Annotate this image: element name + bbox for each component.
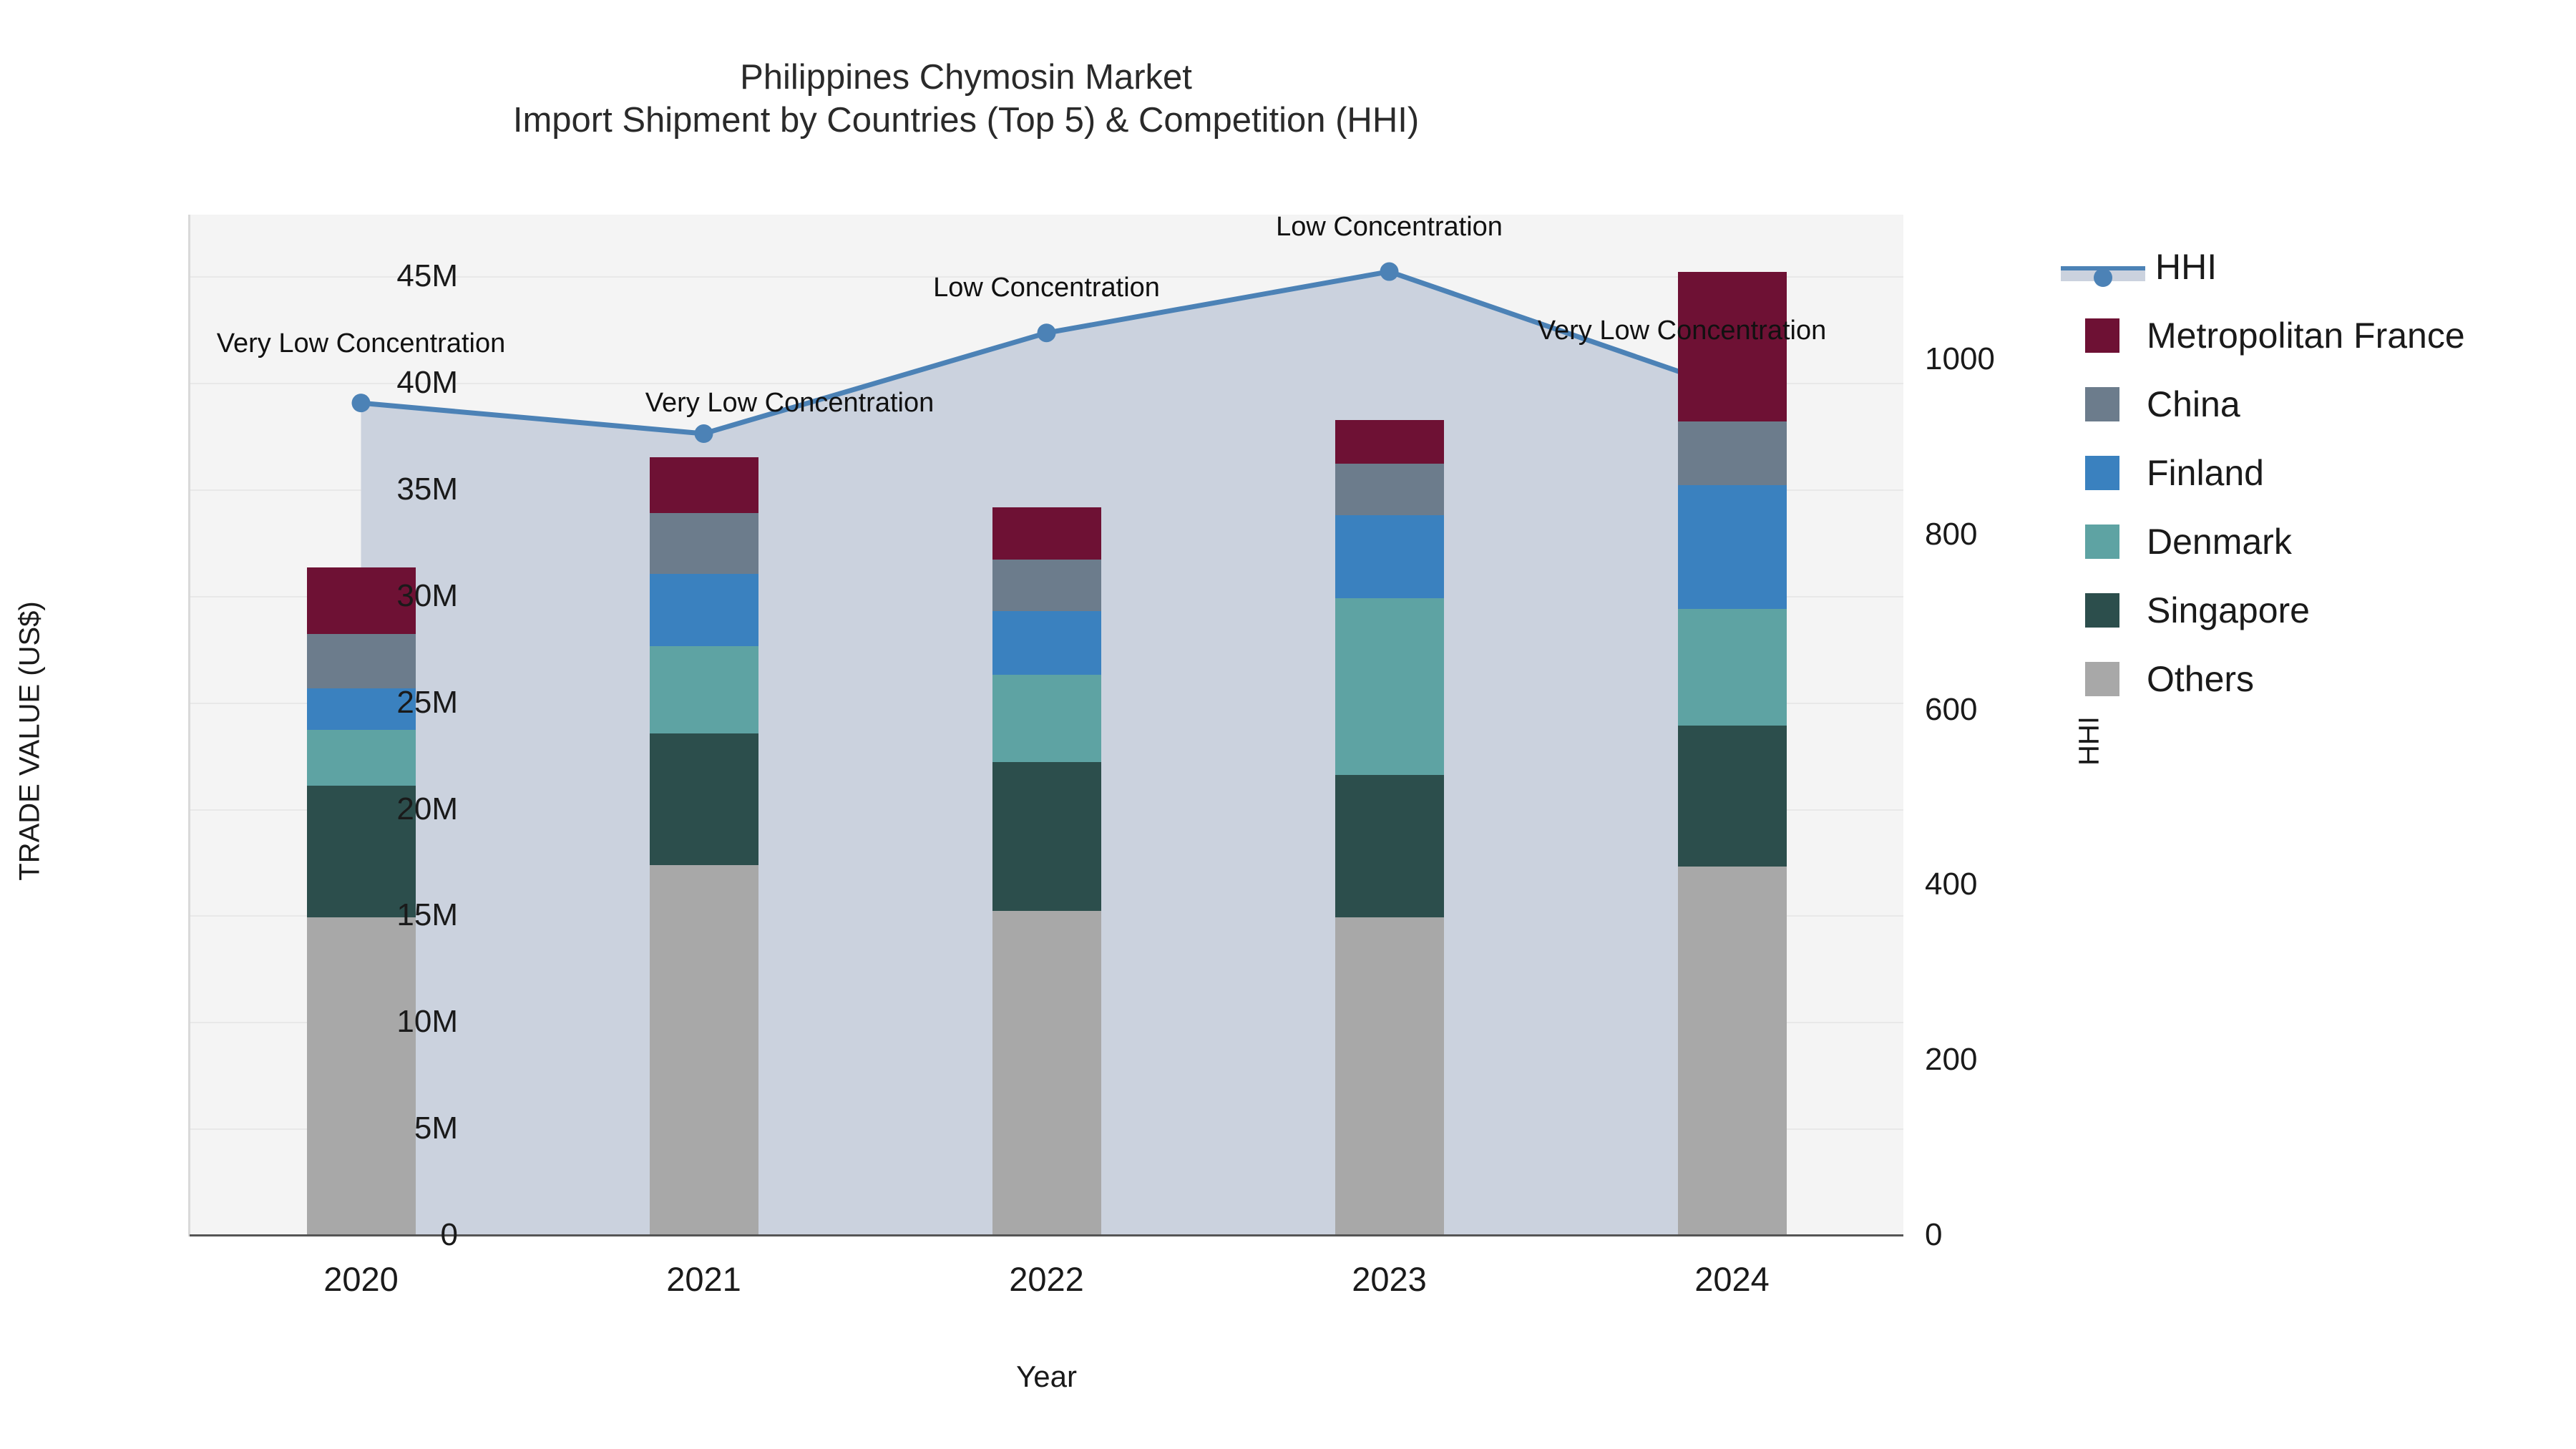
legend-label: Singapore: [2147, 590, 2310, 630]
chart-title-line-1: Philippines Chymosin Market: [740, 58, 1192, 97]
y-axis-right-tick: 800: [1925, 516, 1978, 552]
bar-segment-others[interactable]: [1677, 866, 1787, 1235]
bar-segment-denmark[interactable]: [1335, 597, 1444, 775]
bar-segment-denmark[interactable]: [1677, 608, 1787, 726]
y-axis-left-tick: 0: [440, 1217, 458, 1252]
x-axis-tick: 2022: [1009, 1260, 1084, 1298]
hhi-point[interactable]: [1037, 323, 1056, 343]
hhi-annotation: Low Concentration: [933, 273, 1160, 303]
bar-segment-denmark[interactable]: [992, 675, 1101, 763]
y-axis-right-tick: 600: [1925, 691, 1978, 727]
hhi-point[interactable]: [694, 424, 713, 444]
legend-item-denmark[interactable]: Denmark: [2061, 507, 2465, 576]
bar-segment-metropolitan-france[interactable]: [1335, 420, 1444, 464]
bar-segment-china[interactable]: [649, 512, 758, 574]
bar-segment-finland[interactable]: [306, 688, 416, 731]
gridline: [190, 276, 1903, 278]
y-axis-left-label: TRADE VALUE (US$): [14, 601, 46, 881]
legend-label: HHI: [2155, 247, 2218, 287]
y-axis-right-tick: 200: [1925, 1042, 1978, 1078]
stacked-bars: [190, 215, 1903, 1235]
x-axis-baseline: [190, 1234, 1903, 1236]
x-axis-tick: 2023: [1352, 1260, 1427, 1298]
y-axis-right-tick: 1000: [1925, 341, 1995, 376]
legend-swatch: [2085, 387, 2119, 421]
chart-title: Philippines Chymosin Market Import Shipm…: [0, 56, 1932, 142]
bar-segment-singapore[interactable]: [992, 762, 1101, 912]
bar-segment-denmark[interactable]: [306, 730, 416, 786]
hhi-point[interactable]: [351, 394, 371, 413]
y-axis-right-tick: 0: [1925, 1217, 1943, 1252]
hhi-annotation: Very Low Concentration: [1537, 315, 1827, 346]
bar-segment-singapore[interactable]: [1335, 774, 1444, 918]
bar-segment-others[interactable]: [649, 865, 758, 1235]
hhi-annotation: Very Low Concentration: [645, 388, 935, 418]
legend-swatch: [2085, 456, 2119, 490]
legend-label: China: [2147, 384, 2240, 424]
bar-segment-china[interactable]: [992, 560, 1101, 611]
x-axis-tick: 2021: [666, 1260, 741, 1298]
hhi-annotation: Very Low Concentration: [216, 328, 506, 359]
y-axis-left-tick: 40M: [396, 365, 458, 401]
legend-item-metropolitan-france[interactable]: Metropolitan France: [2061, 301, 2465, 370]
legend-swatch: [2085, 525, 2119, 559]
legend-label: Denmark: [2147, 522, 2292, 562]
bar-group-2020[interactable]: [306, 215, 416, 1235]
plot-area: [190, 215, 1903, 1236]
bar-group-2023[interactable]: [1335, 215, 1444, 1235]
bar-segment-finland[interactable]: [1335, 514, 1444, 598]
bar-segment-china[interactable]: [306, 634, 416, 689]
bar-group-2022[interactable]: [992, 215, 1101, 1235]
bar-segment-finland[interactable]: [992, 610, 1101, 675]
bar-group-2024[interactable]: [1677, 215, 1787, 1235]
bar-segment-others[interactable]: [992, 911, 1101, 1235]
bar-segment-singapore[interactable]: [306, 785, 416, 918]
chart-title-line-2: Import Shipment by Countries (Top 5) & C…: [512, 101, 1420, 140]
y-axis-left-tick: 10M: [396, 1004, 458, 1040]
bar-segment-denmark[interactable]: [649, 645, 758, 733]
bar-group-2021[interactable]: [649, 215, 758, 1235]
legend-item-singapore[interactable]: Singapore: [2061, 576, 2465, 645]
x-axis-tick: 2024: [1694, 1260, 1770, 1298]
legend-line-icon: [2061, 250, 2145, 287]
legend-item-hhi[interactable]: HHI: [2061, 233, 2465, 301]
bar-segment-singapore[interactable]: [1677, 726, 1787, 867]
legend-label: Others: [2147, 659, 2255, 699]
legend-label: Finland: [2147, 453, 2264, 493]
chart-legend: HHI Metropolitan France China Finland Denmar…: [2061, 233, 2465, 713]
bar-segment-metropolitan-france[interactable]: [992, 507, 1101, 560]
y-axis-left-tick: 20M: [396, 791, 458, 826]
bar-segment-china[interactable]: [1335, 464, 1444, 515]
bar-segment-others[interactable]: [1335, 917, 1444, 1235]
legend-item-finland[interactable]: Finland: [2061, 439, 2465, 507]
legend-label: Metropolitan France: [2147, 316, 2465, 356]
bar-segment-singapore[interactable]: [649, 733, 758, 866]
legend-item-others[interactable]: Others: [2061, 645, 2465, 713]
bar-segment-metropolitan-france[interactable]: [649, 457, 758, 513]
bar-segment-metropolitan-france[interactable]: [1677, 272, 1787, 421]
bar-segment-finland[interactable]: [649, 573, 758, 646]
bar-segment-others[interactable]: [306, 917, 416, 1235]
x-axis-label: Year: [1016, 1360, 1077, 1393]
y-axis-left-tick: 15M: [396, 897, 458, 933]
bar-segment-china[interactable]: [1677, 421, 1787, 486]
legend-swatch: [2085, 593, 2119, 628]
legend-swatch: [2085, 662, 2119, 696]
x-axis-tick: 2020: [323, 1260, 399, 1298]
y-axis-left-tick: 30M: [396, 577, 458, 613]
bar-segment-finland[interactable]: [1677, 485, 1787, 609]
legend-swatch: [2085, 318, 2119, 353]
y-axis-left-tick: 35M: [396, 472, 458, 507]
y-axis-left-tick: 25M: [396, 684, 458, 720]
y-axis-right-tick: 400: [1925, 867, 1978, 902]
y-axis-spine: [188, 215, 190, 1236]
legend-item-china[interactable]: China: [2061, 370, 2465, 439]
y-axis-left-tick: 45M: [396, 258, 458, 294]
hhi-annotation: Low Concentration: [1276, 211, 1503, 242]
hhi-point[interactable]: [1380, 262, 1399, 281]
bar-segment-metropolitan-france[interactable]: [306, 567, 416, 635]
y-axis-left-tick: 5M: [414, 1111, 458, 1146]
